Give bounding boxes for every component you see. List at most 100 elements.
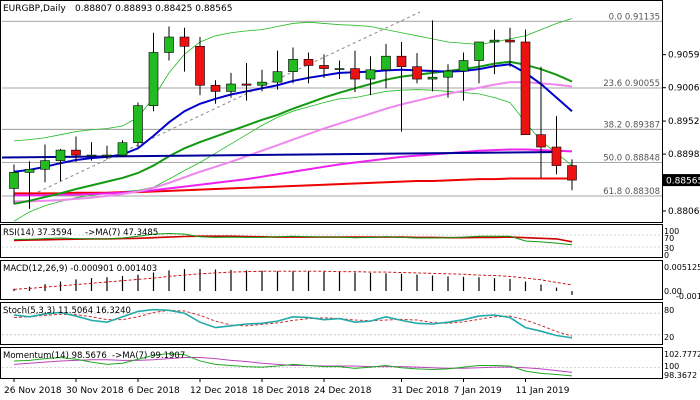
macd-axis-top: 0.005125 [664,263,700,272]
momentum-panel-frame [0,347,663,379]
fib-label-2: 38.2 0.89387 [603,120,660,130]
stoch-title: Stoch(5,3,3) 11.5064 16.3240 [3,306,131,316]
stoch-axis-20: 20 [664,333,674,342]
rsi-layer [2,232,662,248]
price-label-3: 0.88985 [668,150,700,160]
rsi-line [13,232,573,246]
candle-body-4 [71,149,81,156]
stoch-layer [2,308,662,339]
trendline-layer [37,11,421,193]
candle-body-13 [210,84,221,92]
momentum-axis-bottom: 98.3672 [664,371,697,380]
current-price-label: 0.88565 [666,177,700,187]
x-label-3: 12 Dec 2018 [190,386,248,396]
dashed-trendline [37,11,421,193]
candle-body-0 [9,172,19,189]
candle-body-35 [551,146,562,166]
x-label-8: 11 Jan 2019 [516,386,570,396]
fib-label-1: 23.6 0.90055 [603,79,660,89]
candle-body-33 [520,41,531,135]
momentum-ma-line [13,357,573,373]
candle-body-22 [350,68,360,80]
candle-body-16 [257,81,267,86]
candle-body-24 [381,55,391,71]
x-label-7: 7 Jan 2019 [454,386,502,396]
candle-body-14 [226,83,236,92]
candle-body-9 [148,52,159,106]
rsi-axis-30: 30 [664,244,674,253]
x-label-6: 31 Dec 2018 [392,386,450,396]
candle-body-17 [272,71,283,83]
macd-title: MACD(12,26,9) -0.000901 0.001403 [3,264,157,274]
candle-body-2 [40,160,50,170]
candle-body-12 [195,46,205,86]
ma-red-line [14,177,572,195]
candles-layer [9,20,577,209]
macd-panel-frame [0,260,663,300]
candle-body-21 [334,68,345,70]
main-panel-frame [0,0,663,223]
candle-body-3 [55,149,66,161]
rsi-ma-title: ->MA(7) 47.3485 [85,228,158,238]
macd-axis-bottom: -0.001188 [676,292,700,301]
candle-body-18 [288,58,298,72]
x-label-0: 26 Nov 2018 [4,386,62,396]
candle-body-36 [567,165,577,181]
momentum-layer [2,353,662,377]
macd-axis-zero: 0.00 [664,287,682,296]
candle-body-34 [536,134,546,148]
ma-magenta-line [14,148,573,197]
candle-body-7 [117,142,128,156]
candle-body-10 [164,36,174,53]
candle-body-31 [489,39,500,43]
x-label-4: 18 Dec 2018 [252,386,310,396]
chart-ohlc: 0.88807 0.88893 0.88425 0.88565 [75,4,232,14]
rsi-axis-0: 0 [664,251,669,260]
fib-label-0: 0.0 0.91135 [609,12,660,22]
fib-label-4: 61.8 0.88308 [603,187,660,197]
stoch-k-line [13,308,573,339]
macd-layer [13,268,573,295]
price-label-0: 0.90595 [668,51,700,61]
rsi-panel-frame [0,224,663,258]
price-label-5: 0.88065 [668,207,700,217]
candle-body-29 [458,60,469,72]
candle-body-28 [443,70,453,78]
momentum-ma-title: ->MA(7) 99.1907 [112,351,185,361]
current-price-box [663,174,700,187]
candle-body-26 [412,66,422,80]
candle-body-5 [86,154,97,157]
x-label-2: 6 Dec 2018 [128,386,180,396]
candle-body-25 [396,55,407,68]
candle-body-32 [505,39,515,43]
long-ma-navy-line [1,150,561,159]
overlay-lines-layer [1,18,573,222]
candle-body-8 [133,105,143,144]
chart-symbol: EURGBP,Daily [3,4,66,14]
rsi-title: RSI(14) 37.3594 [3,228,72,238]
macd-signal-line [13,270,573,290]
fib-label-3: 50.0 0.88848 [603,154,660,164]
stoch-axis-80: 80 [664,306,674,315]
candle-body-1 [24,168,35,173]
rsi-axis-70: 70 [664,234,674,243]
candle-body-19 [303,58,314,66]
x-label-5: 24 Dec 2018 [314,386,372,396]
candle-body-20 [319,65,329,69]
x-label-1: 30 Nov 2018 [66,386,124,396]
candle-body-27 [427,76,438,80]
momentum-line [13,353,573,377]
candle-body-30 [474,41,484,61]
momentum-title: Momentum(14) 98.5676 [3,351,107,361]
x-axis-layer: 26 Nov 2018 30 Nov 2018 6 Dec 2018 12 Dec 2… [4,378,570,396]
rsi-axis-100: 100 [664,227,679,236]
candle-body-15 [241,83,252,86]
stoch-panel-frame [0,302,663,345]
candle-body-23 [365,69,376,80]
momentum-axis-top: 102.7772 [664,350,700,359]
candle-body-11 [179,36,190,47]
